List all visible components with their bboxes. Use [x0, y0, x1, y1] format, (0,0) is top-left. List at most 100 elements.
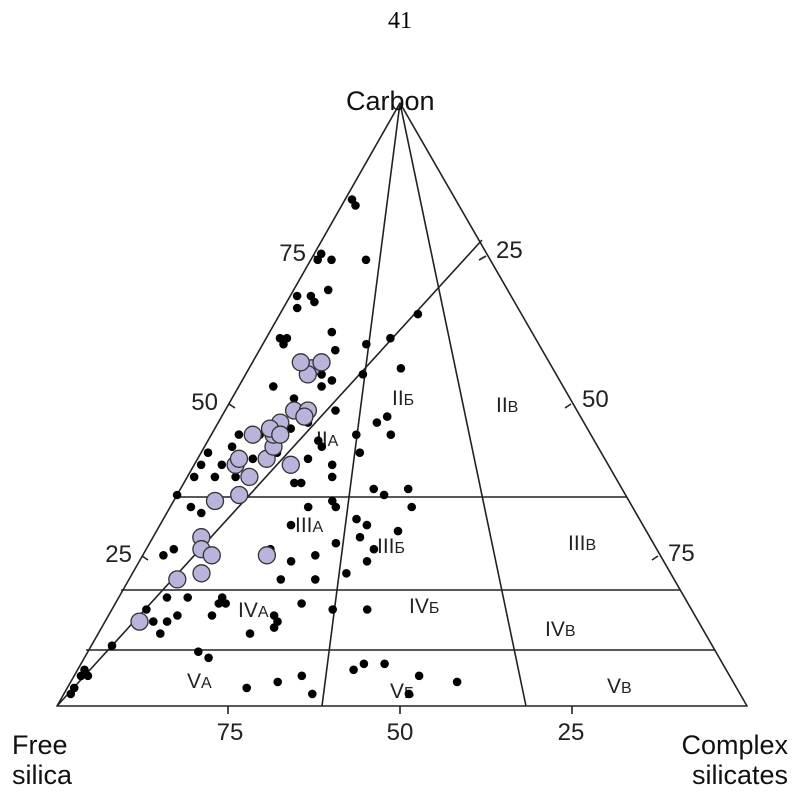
data-point	[404, 689, 414, 699]
data-point	[269, 382, 278, 391]
boundary-line-IIB-right	[399, 102, 527, 707]
data-point	[303, 454, 313, 464]
data-point	[242, 683, 251, 693]
data-point	[297, 599, 306, 608]
data-point	[359, 659, 369, 669]
data-point	[311, 551, 320, 560]
data-point	[355, 448, 365, 458]
corner-label-line: Complex	[681, 730, 788, 760]
tick-label-left-50: 50	[191, 389, 218, 416]
data-point	[292, 291, 302, 301]
tick-right-75	[651, 555, 659, 561]
highlighted-data-point	[281, 455, 300, 474]
data-point	[317, 382, 326, 391]
data-point	[331, 538, 341, 548]
data-point	[207, 611, 217, 620]
boundary-line-IIB-left	[321, 102, 401, 707]
data-point	[269, 611, 279, 620]
data-point	[308, 689, 317, 699]
data-point	[362, 557, 372, 566]
region-label-IIB-right: IIВ	[496, 394, 518, 417]
data-point	[83, 671, 93, 681]
data-point	[292, 303, 302, 313]
data-point	[347, 195, 357, 204]
data-point	[386, 430, 396, 440]
data-point	[204, 653, 213, 663]
data-point	[297, 671, 307, 681]
highlighted-data-point	[168, 570, 187, 589]
highlighted-data-point	[205, 491, 225, 511]
corner-label-line: Free	[12, 730, 68, 760]
data-point	[396, 364, 406, 373]
boundary-line-IIA	[56, 239, 483, 707]
data-point	[362, 339, 371, 349]
region-label-IIIB-middle: IIIБ	[377, 535, 405, 558]
data-point	[276, 575, 286, 584]
data-point	[358, 370, 368, 379]
data-point	[327, 460, 337, 470]
data-point	[303, 502, 313, 512]
data-point	[379, 490, 389, 500]
region-label-IVB-middle: IVБ	[409, 595, 439, 618]
data-point	[183, 593, 192, 602]
highlighted-data-point	[130, 612, 149, 631]
data-point	[331, 345, 340, 355]
corner-label-free-silica: Free silica	[12, 730, 72, 790]
data-point	[369, 484, 379, 494]
apex-label-carbon: Carbon	[346, 86, 435, 116]
highlighted-data-point	[243, 425, 262, 444]
tick-label-bottom-75: 75	[217, 719, 244, 746]
data-point	[361, 255, 371, 265]
highlighted-data-point	[257, 546, 277, 565]
data-point	[194, 647, 203, 656]
tick-left-50	[228, 403, 236, 409]
tick-label-right-75: 75	[668, 540, 695, 567]
data-point	[331, 502, 341, 512]
data-point	[159, 551, 168, 560]
data-point	[142, 605, 151, 614]
data-point	[296, 478, 306, 488]
data-point	[162, 617, 172, 626]
data-point	[323, 285, 333, 295]
data-point	[217, 460, 227, 470]
data-point	[286, 520, 296, 530]
region-label-VA: VА	[187, 670, 212, 693]
data-point	[327, 472, 337, 482]
data-point	[310, 297, 319, 307]
data-point	[311, 575, 320, 584]
data-point	[231, 472, 240, 482]
tick-right-50	[564, 403, 572, 409]
data-point	[413, 309, 423, 319]
data-point	[382, 412, 392, 421]
data-point	[162, 593, 172, 602]
data-point	[372, 418, 382, 427]
data-point	[221, 599, 230, 608]
data-point	[403, 484, 413, 494]
region-label-IIB-middle: IIБ	[392, 387, 414, 410]
region-label-IVA: IVА	[238, 599, 269, 622]
data-point	[352, 514, 361, 524]
data-point	[342, 569, 351, 578]
highlighted-data-point	[202, 546, 221, 565]
data-point	[169, 544, 179, 554]
tick-label-bottom-25: 25	[558, 719, 585, 746]
region-label-VB-right: VВ	[607, 675, 632, 698]
data-point	[286, 557, 296, 566]
data-point	[452, 677, 462, 687]
data-point	[273, 677, 283, 687]
data-point	[393, 526, 403, 536]
region-label-IIIA: IIIА	[295, 514, 324, 537]
data-point	[189, 472, 199, 482]
highlighted-data-point	[291, 353, 310, 372]
data-point	[227, 442, 237, 452]
data-point	[76, 671, 86, 681]
data-point	[107, 641, 117, 650]
data-point	[407, 502, 417, 512]
data-point	[362, 605, 372, 614]
highlighted-data-point	[192, 564, 211, 583]
data-point	[362, 520, 372, 530]
data-point	[414, 671, 424, 681]
tick-label-left-25: 25	[105, 541, 132, 568]
data-point	[275, 333, 285, 343]
